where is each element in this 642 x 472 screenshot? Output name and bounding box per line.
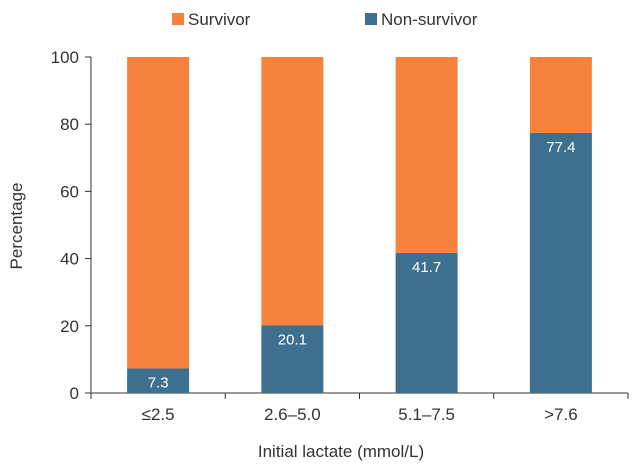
legend-swatch-non-survivor <box>365 13 377 25</box>
bar-non-survivor-2 <box>395 252 458 393</box>
x-category-label: >7.6 <box>544 405 578 424</box>
data-label: 7.3 <box>148 374 169 391</box>
data-label: 20.1 <box>278 331 307 348</box>
legend: Survivor Non-survivor <box>172 10 478 29</box>
plot-area: 0 20 40 60 80 100 7.3 ≤2.5 20.1 2.6–5.0 41.7 5.1–7.… <box>51 48 629 424</box>
bar-survivor-0 <box>127 57 190 369</box>
x-axis-title: Initial lactate (mmol/L) <box>258 442 424 461</box>
legend-swatch-survivor <box>172 13 184 25</box>
y-tick-label: 20 <box>60 317 79 336</box>
y-axis-title: Percentage <box>7 183 26 270</box>
y-tick-label: 60 <box>60 182 79 201</box>
bar-non-survivor-3 <box>529 132 592 393</box>
x-category-label: 5.1–7.5 <box>398 405 455 424</box>
data-label: 77.4 <box>546 139 575 156</box>
bar-survivor-1 <box>261 57 324 326</box>
legend-label-non-survivor: Non-survivor <box>381 10 478 29</box>
y-tick-label: 40 <box>60 250 79 269</box>
y-tick-label: 0 <box>70 384 79 403</box>
data-label: 41.7 <box>412 259 441 276</box>
y-tick-label: 100 <box>51 48 79 67</box>
x-category-label: 2.6–5.0 <box>264 405 321 424</box>
bar-survivor-2 <box>395 57 458 253</box>
bar-non-survivor-1 <box>261 325 324 393</box>
legend-label-survivor: Survivor <box>188 10 251 29</box>
bar-survivor-3 <box>529 57 592 133</box>
x-category-label: ≤2.5 <box>142 405 175 424</box>
y-tick-label: 80 <box>60 115 79 134</box>
bar-non-survivor-0 <box>127 368 190 393</box>
